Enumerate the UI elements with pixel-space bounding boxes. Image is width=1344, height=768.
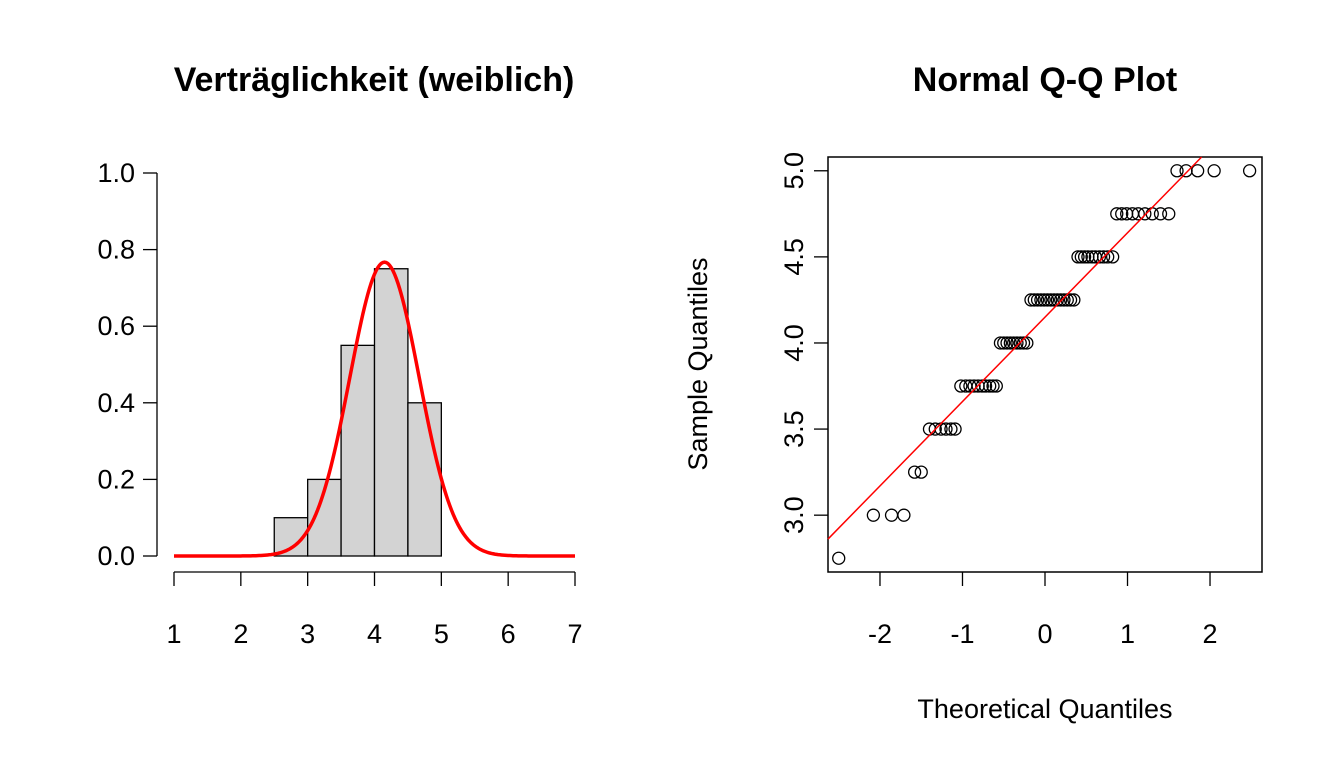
qq-point xyxy=(1040,293,1055,307)
qq-point xyxy=(1034,293,1048,307)
y-tick-label: 0.0 xyxy=(97,541,135,571)
y-tick-label: 5.0 xyxy=(779,152,809,190)
qq-point xyxy=(1024,293,1038,307)
qq-point xyxy=(1179,164,1193,178)
qq-point xyxy=(914,465,928,479)
qq-point xyxy=(1067,293,1081,307)
y-tick-label: 1.0 xyxy=(97,158,135,188)
x-tick-label: 1 xyxy=(1120,619,1135,649)
qq-point xyxy=(1003,336,1017,350)
qq-point xyxy=(1242,164,1257,178)
histogram-bar xyxy=(340,344,376,557)
qq-point xyxy=(1170,164,1184,178)
qq-point xyxy=(1063,293,1078,307)
qq-point xyxy=(1074,250,1088,264)
qq-point xyxy=(897,508,911,522)
qq-point xyxy=(1207,164,1221,178)
qq-point xyxy=(944,422,958,436)
y-tick-label: 0.4 xyxy=(97,388,135,418)
x-tick-label: 5 xyxy=(434,619,449,649)
qq-point xyxy=(1013,336,1027,350)
qq-point xyxy=(986,379,1000,393)
qq-point xyxy=(975,379,989,393)
x-tick-label: -2 xyxy=(868,619,892,649)
qq-point xyxy=(989,379,1003,393)
qq-point xyxy=(1115,207,1129,221)
x-tick-label: 2 xyxy=(233,619,248,649)
qq-point xyxy=(866,508,881,522)
qq-point xyxy=(1138,207,1152,221)
x-tick-label: 2 xyxy=(1203,619,1218,649)
qq-point xyxy=(983,379,997,393)
qq-point xyxy=(1106,250,1120,264)
qq-point xyxy=(1162,207,1176,221)
qq-point xyxy=(1190,164,1205,178)
qq-plot-title: Normal Q-Q Plot xyxy=(913,61,1177,99)
y-tick-label: 4.0 xyxy=(779,324,809,362)
qq-point xyxy=(884,508,899,522)
qq-point xyxy=(1047,293,1061,307)
x-tick-label: 6 xyxy=(501,619,516,649)
qq-reference-line xyxy=(827,156,1203,540)
qq-points xyxy=(832,164,1257,565)
qq-point xyxy=(1000,336,1014,350)
qq-point xyxy=(939,422,953,436)
histogram-x-axis: 1 2 3 4 5 6 7 xyxy=(166,571,583,649)
qq-point xyxy=(1010,336,1024,350)
x-tick-label: 4 xyxy=(367,619,382,649)
qq-point xyxy=(1054,293,1068,307)
qq-point xyxy=(1030,293,1045,307)
qq-point xyxy=(1020,336,1034,350)
qq-point xyxy=(948,422,962,436)
y-tick-label: 4.5 xyxy=(779,238,809,276)
qq-point xyxy=(1077,250,1092,264)
qq-point xyxy=(928,422,942,436)
qq-point xyxy=(1071,250,1085,264)
density-curve xyxy=(174,260,575,558)
qq-point xyxy=(907,465,922,479)
qq-x-axis: -2 -1 0 1 2 xyxy=(868,572,1218,649)
x-tick-label: -1 xyxy=(950,619,974,649)
qq-point xyxy=(1096,250,1111,264)
y-tick-label: 3.0 xyxy=(779,496,809,534)
qq-point xyxy=(993,336,1008,350)
qq-point xyxy=(1050,293,1065,307)
histogram-bar xyxy=(373,268,409,557)
qq-y-axis-label: Sample Quantiles xyxy=(683,257,713,470)
x-tick-label: 1 xyxy=(166,619,181,649)
qq-point xyxy=(1153,207,1168,221)
x-tick-label: 3 xyxy=(300,619,315,649)
qq-plot-panel: Normal Q-Q Plot 3.03.54.04.55.0 -2 -1 0 1 2 … xyxy=(683,61,1263,724)
histogram-panel: Verträglichkeit (weiblich) 0.00.20.40.60… xyxy=(97,61,582,649)
x-tick-label: 7 xyxy=(567,619,582,649)
x-tick-label: 0 xyxy=(1037,619,1052,649)
qq-point xyxy=(1027,293,1041,307)
qq-y-axis: 3.0 3.5 4.0 4.5 5.0 xyxy=(779,152,828,534)
y-tick-label: 0.6 xyxy=(97,311,135,341)
qq-point xyxy=(1110,207,1124,221)
qq-point xyxy=(1016,336,1031,350)
qq-point xyxy=(1044,293,1058,307)
qq-point xyxy=(1092,250,1107,264)
qq-point xyxy=(832,551,846,565)
qq-point xyxy=(978,379,993,393)
y-tick-label: 0.2 xyxy=(97,464,135,494)
qq-point xyxy=(954,379,968,393)
histogram-title: Verträglichkeit (weiblich) xyxy=(174,61,575,99)
qq-point xyxy=(1037,293,1051,307)
histogram-bars xyxy=(273,268,442,557)
y-tick-label: 0.8 xyxy=(97,235,135,265)
qq-x-axis-label: Theoretical Quantiles xyxy=(917,694,1172,724)
histogram-bar xyxy=(407,402,442,557)
qq-point xyxy=(1101,250,1115,264)
qq-point xyxy=(1131,207,1145,221)
histogram-y-axis: 0.0 0.2 0.4 0.6 0.8 1.0 xyxy=(97,158,158,571)
qq-point xyxy=(997,336,1011,350)
qq-point xyxy=(1057,293,1071,307)
y-tick-label: 3.5 xyxy=(779,410,809,448)
